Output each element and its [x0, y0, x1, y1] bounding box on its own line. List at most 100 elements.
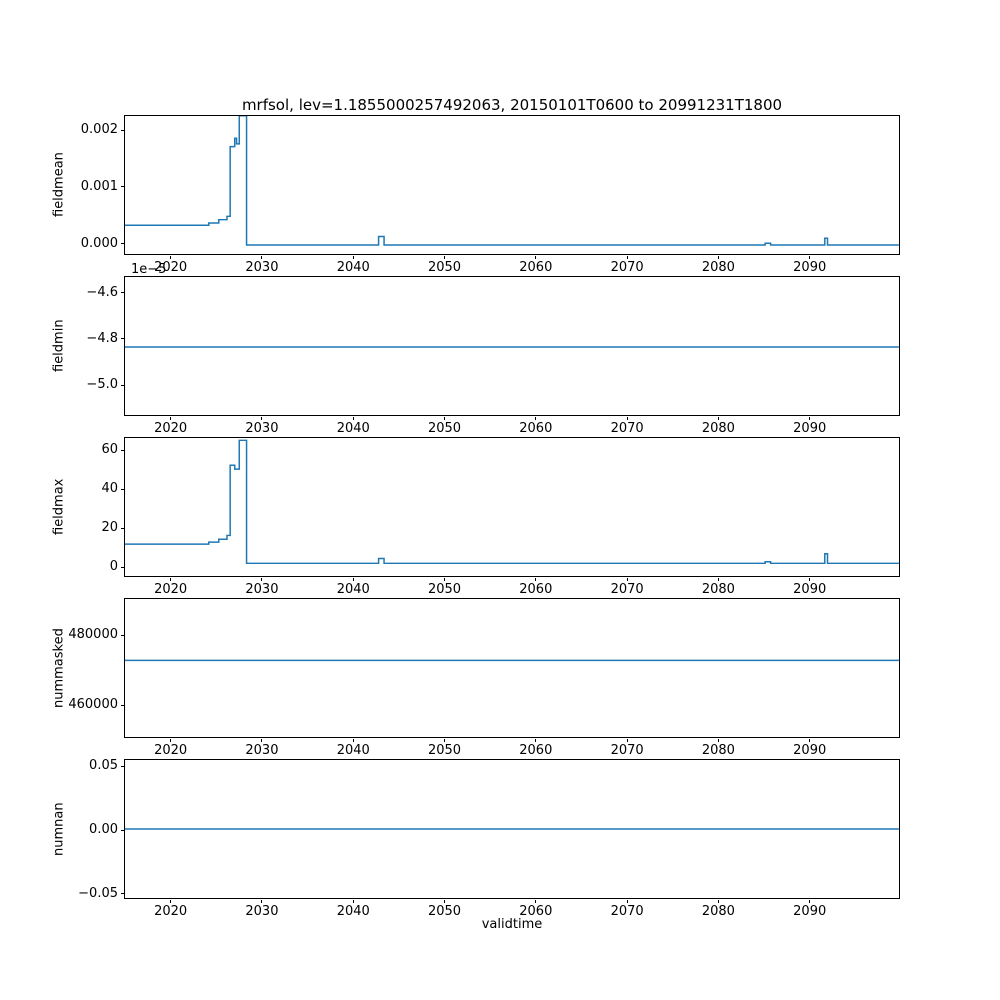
y-tick-label: 480000 [68, 627, 118, 643]
x-tick-mark [170, 416, 172, 420]
x-tick-label: 2090 [793, 904, 827, 919]
subplot-numnan: numnan −0.05 0.00 0.05 2020 2030 2040 2050 2060… [52, 758, 900, 919]
y-axis-offset-text: 1e−5 [131, 262, 167, 277]
x-tick-label: 2020 [154, 743, 188, 758]
y-axis-label-nummasked: nummasked [51, 628, 67, 708]
x-tick-label: 2050 [427, 743, 462, 758]
x-tick-label: 2040 [336, 582, 370, 597]
x-tick-mark [809, 899, 811, 903]
x-tick-mark [261, 416, 263, 420]
x-tick-label: 2040 [336, 421, 370, 436]
line-series-fieldmean [125, 116, 899, 246]
y-tick-mark [120, 566, 124, 568]
y-tick-label: 0.000 [80, 235, 118, 251]
x-tick-label: 2050 [427, 904, 462, 919]
y-tick-label: 0.002 [80, 122, 118, 138]
x-tick-label: 2030 [245, 904, 279, 919]
x-tick-mark [717, 577, 719, 581]
x-tick-label: 2090 [793, 260, 827, 275]
x-tick-mark [626, 738, 628, 742]
x-tick-mark [261, 255, 263, 259]
x-tick-mark [444, 577, 446, 581]
x-tick-label: 2050 [427, 260, 462, 275]
x-tick-mark [261, 899, 263, 903]
y-tick-label: 20 [101, 520, 118, 536]
y-tick-mark [120, 338, 124, 340]
x-tick-mark [352, 738, 354, 742]
y-tick-mark [120, 488, 124, 490]
x-tick-label: 2050 [427, 421, 462, 436]
y-tick-mark [120, 186, 124, 188]
x-tick-mark [809, 416, 811, 420]
x-tick-mark [717, 416, 719, 420]
x-tick-label: 2030 [245, 743, 279, 758]
x-tick-mark [444, 255, 446, 259]
x-tick-label: 2030 [245, 582, 279, 597]
x-tick-mark [352, 577, 354, 581]
plot-area-nummasked [125, 659, 899, 662]
subplot-fieldmin: fieldmin −4.6 −4.8 −5.0 2020 2030 2040 2050 206… [52, 262, 900, 436]
y-tick-label: 0.05 [89, 758, 118, 774]
x-tick-mark [170, 738, 172, 742]
y-axis-label-fieldmin: fieldmin [51, 319, 67, 373]
x-tick-label: 2070 [610, 582, 644, 597]
x-tick-mark [809, 255, 811, 259]
subplot-fieldmax: fieldmax 0 20 40 60 2020 2030 2040 2050 2060 2070… [52, 437, 900, 597]
figure-title: mrfsol, lev=1.1855000257492063, 20150101… [241, 96, 783, 114]
x-tick-label: 2070 [610, 421, 644, 436]
y-tick-label: 460000 [68, 697, 118, 713]
y-tick-label: −4.8 [86, 330, 118, 346]
x-tick-mark [170, 899, 172, 903]
x-tick-mark [535, 738, 537, 742]
x-tick-mark [717, 738, 719, 742]
x-tick-label: 2060 [519, 260, 553, 275]
x-tick-label: 2030 [245, 421, 279, 436]
x-tick-label: 2080 [701, 421, 735, 436]
y-tick-label: −4.6 [86, 284, 118, 300]
plot-area-fieldmin [125, 346, 899, 348]
x-tick-label: 2050 [427, 582, 462, 597]
y-tick-mark [120, 129, 124, 131]
x-tick-label: 2020 [154, 582, 188, 597]
y-tick-label: 40 [101, 481, 118, 497]
y-tick-mark [120, 527, 124, 529]
x-tick-label: 2090 [793, 743, 827, 758]
x-tick-label: 2020 [154, 421, 188, 436]
y-tick-mark [120, 384, 124, 386]
y-tick-mark [120, 704, 124, 706]
x-axis-label: validtime [481, 917, 543, 932]
x-tick-mark [626, 577, 628, 581]
x-tick-mark [717, 899, 719, 903]
y-tick-mark [120, 829, 124, 831]
x-tick-label: 2060 [519, 421, 553, 436]
x-tick-label: 2070 [610, 743, 644, 758]
x-tick-label: 2070 [610, 904, 644, 919]
x-tick-label: 2040 [336, 260, 370, 275]
x-tick-label: 2060 [519, 582, 553, 597]
x-tick-mark [352, 899, 354, 903]
subplot-fieldmean: fieldmean 0.000 0.001 0.002 2020 2030 2040 205… [52, 115, 900, 275]
plot-area-numnan [125, 828, 899, 830]
x-tick-label: 2070 [610, 260, 644, 275]
x-tick-label: 2020 [154, 904, 188, 919]
y-tick-label: 0.00 [89, 822, 118, 837]
y-axis-label-fieldmax: fieldmax [51, 478, 67, 536]
x-tick-mark [261, 577, 263, 581]
x-tick-label: 2090 [793, 421, 827, 436]
x-tick-mark [535, 577, 537, 581]
x-tick-mark [261, 738, 263, 742]
x-tick-label: 2040 [336, 743, 370, 758]
x-tick-mark [809, 738, 811, 742]
y-tick-mark [120, 765, 124, 767]
x-tick-label: 2080 [701, 260, 735, 275]
y-axis-label-numnan: numnan [51, 802, 67, 856]
y-tick-label: −5.0 [86, 377, 118, 393]
x-tick-label: 2040 [336, 904, 370, 919]
y-axis-label-fieldmean: fieldmean [51, 152, 67, 218]
x-tick-label: 2030 [245, 260, 279, 275]
x-tick-mark [444, 416, 446, 420]
y-tick-mark [120, 292, 124, 293]
y-tick-mark [120, 449, 124, 451]
y-tick-label: −0.05 [78, 885, 118, 901]
